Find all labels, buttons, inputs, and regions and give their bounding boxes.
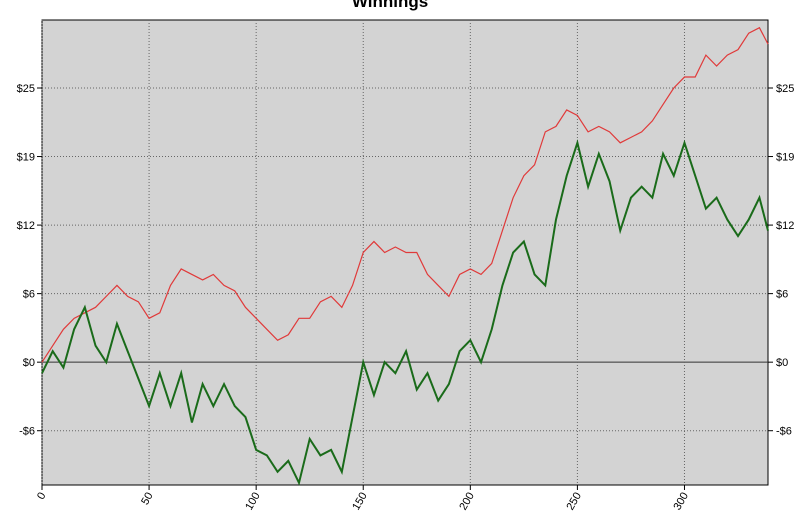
series-line	[41, 139, 769, 486]
x-tick-label: 0	[35, 491, 48, 502]
y-tick-label: $0	[776, 357, 788, 369]
y-tick-label: $0	[23, 357, 35, 369]
y-tick-label: $25	[17, 83, 35, 95]
y-tick-label: $12	[776, 220, 794, 232]
x-tick-label: 50	[139, 491, 156, 508]
y-tick-label: $12	[17, 220, 35, 232]
series-line	[41, 26, 769, 363]
x-tick-label: 150	[350, 491, 370, 513]
y-tick-label: -$6	[19, 426, 35, 438]
x-tick-label: 200	[457, 491, 477, 513]
y-tick-label: $6	[23, 289, 35, 301]
y-tick-label: $6	[776, 289, 788, 301]
y-tick-label: $19	[17, 152, 35, 164]
x-tick-label: 100	[243, 491, 263, 513]
chart-title: Winnings	[352, 0, 428, 11]
x-tick-label: 300	[672, 491, 692, 513]
y-tick-label: $25	[776, 83, 794, 95]
x-tick-label: 250	[564, 491, 584, 513]
y-tick-label: -$6	[776, 426, 792, 438]
y-tick-label: $19	[776, 152, 794, 164]
